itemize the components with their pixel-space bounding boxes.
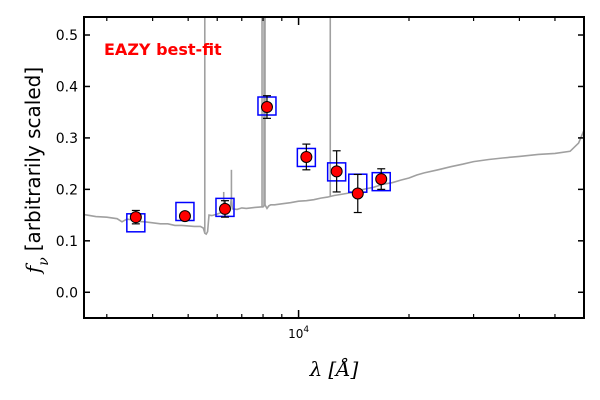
x-tick-label-exponent: 4: [303, 325, 309, 335]
axes: 0.0 0.1 0.2 0.3 0.4 0.5 104: [56, 17, 585, 341]
x-tick-label: 104: [288, 325, 309, 341]
y-tick-label: 0.5: [56, 28, 78, 44]
plot-area: [84, 17, 584, 236]
annotation-label: EAZY best-fit: [104, 40, 222, 59]
observed-point: [300, 150, 313, 163]
observed-point: [260, 101, 273, 114]
x-axis-symbol: λ: [309, 357, 323, 381]
observed-point: [330, 165, 343, 178]
observed-point: [218, 202, 231, 215]
plot-frame: [83, 16, 585, 319]
y-tick-label: 0.3: [56, 131, 78, 147]
observed-point: [375, 173, 388, 186]
x-axis-title: λ [Å]: [309, 356, 359, 381]
observed-point: [129, 211, 142, 224]
x-tick-label-base: 10: [288, 327, 303, 341]
x-axis-text: [Å]: [328, 356, 358, 381]
y-axis-text: [arbitrarily scaled]: [21, 67, 45, 251]
y-axis-title: fν[arbitrarily scaled]: [21, 67, 52, 275]
y-tick-label: 0.0: [56, 285, 78, 301]
y-tick-label: 0.1: [56, 234, 78, 250]
y-tick-label: 0.2: [56, 182, 78, 198]
observed-point: [351, 187, 364, 200]
svg-text:fν[arbitrarily scaled]: fν[arbitrarily scaled]: [21, 67, 52, 275]
observed-point: [178, 210, 191, 223]
y-tick-label: 0.4: [56, 79, 78, 95]
y-axis-subscript: ν: [36, 257, 52, 266]
sed-line: [84, 129, 584, 236]
